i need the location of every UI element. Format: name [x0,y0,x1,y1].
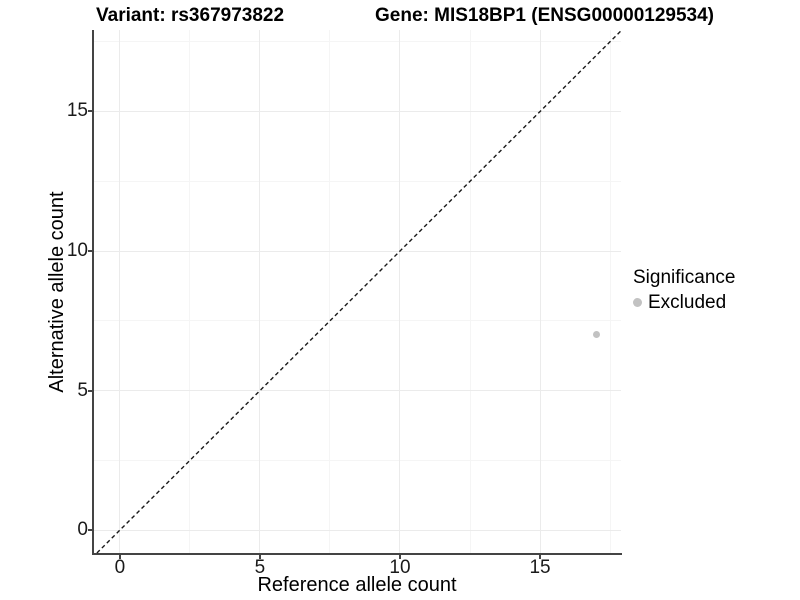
legend-title: Significance [633,267,736,288]
gridline-x-minor [609,30,611,553]
gridline-y-major [93,390,621,392]
x-axis-tick [258,555,261,559]
gridline-y-minor [93,41,621,43]
x-axis-tick [398,555,401,559]
y-tick-label: 15 [66,100,88,122]
identity-line [96,30,622,554]
legend-item-label: Excluded [648,292,727,313]
y-axis-title: Alternative allele count [46,191,68,393]
identity-line-layer [96,30,622,554]
gridline-x-major [399,30,401,553]
x-axis-tick [118,555,121,559]
x-tick-label: 5 [254,557,266,578]
x-axis-title: Reference allele count [257,574,457,596]
plot-title-gene: Gene: MIS18BP1 (ENSG00000129534) [375,5,715,26]
gridline-y-major [93,250,621,252]
legend: Significance Excluded [633,266,735,314]
x-axis-tick [539,555,542,559]
data-point [592,331,600,339]
gridline-y-minor [93,320,621,322]
x-tick-label: 0 [114,557,126,578]
y-axis-line [92,30,94,555]
gridline-x-major [539,30,541,553]
y-axis-tick [88,250,92,253]
x-tick-label: 15 [529,557,551,578]
y-tick-label: 10 [66,240,88,262]
y-axis-tick [88,529,92,532]
gridline-x-major [119,30,121,553]
gridline-y-major [93,110,621,112]
y-tick-label: 0 [77,519,88,541]
gridline-y-minor [93,459,621,461]
gridline-x-major [259,30,261,553]
gridline-y-major [93,529,621,531]
y-axis-tick [88,389,92,392]
gridline-x-minor [189,30,191,553]
x-tick-label: 10 [389,557,411,578]
gridline-x-minor [469,30,471,553]
gridline-y-minor [93,180,621,182]
y-axis-tick [88,110,92,113]
legend-item-excluded: Excluded [633,291,735,314]
plot-title-variant: Variant: rs367973822 [96,5,285,26]
x-axis-line [92,553,622,555]
legend-point-icon [633,298,642,307]
gridline-x-minor [329,30,331,553]
y-tick-label: 5 [77,379,88,401]
